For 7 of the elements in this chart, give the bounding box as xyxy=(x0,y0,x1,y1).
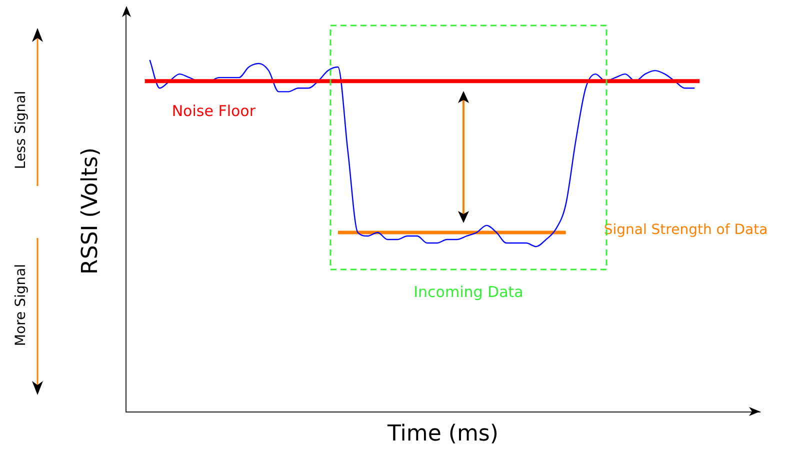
annotation: Incoming Data xyxy=(412,283,524,301)
y-axis-title: RSSI (Volts) xyxy=(78,148,103,274)
text: More Signal xyxy=(13,264,29,346)
annotation: Signal Strength of Data xyxy=(604,222,768,238)
ref-line-label: Noise Floor xyxy=(172,102,256,120)
x-axis-title: Time (ms) xyxy=(386,422,498,447)
text: Less Signal xyxy=(13,90,29,170)
